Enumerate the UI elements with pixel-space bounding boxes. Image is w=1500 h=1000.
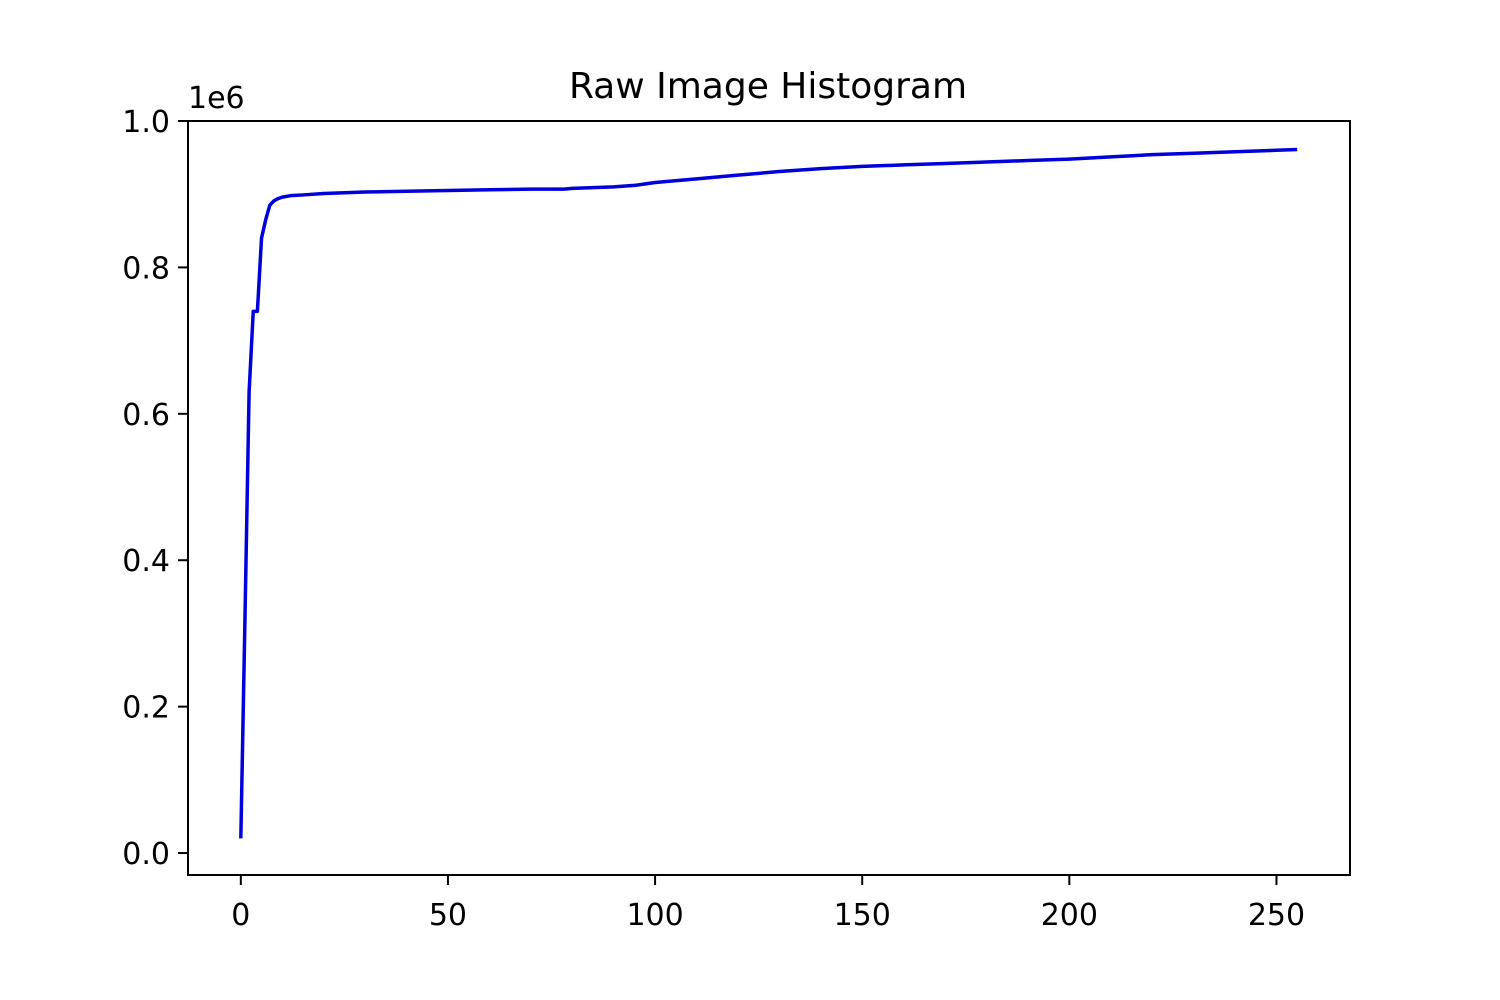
y-tick-label: 0.4 xyxy=(122,544,170,579)
y-tick-label: 0.8 xyxy=(122,251,170,286)
y-tick-label: 0.2 xyxy=(122,691,170,726)
x-tick-label: 250 xyxy=(1248,898,1305,933)
y-axis-offset-label: 1e6 xyxy=(188,81,245,116)
axes-frame xyxy=(187,120,1351,876)
x-tick-label: 50 xyxy=(429,898,467,933)
y-tick-label: 0.6 xyxy=(122,398,170,433)
x-tick-label: 200 xyxy=(1041,898,1098,933)
y-tick-label: 1.0 xyxy=(122,105,170,140)
x-tick-label: 0 xyxy=(231,898,250,933)
series-line-1 xyxy=(239,147,1298,839)
chart-title: Raw Image Histogram xyxy=(569,66,967,107)
y-tick-label: 0.0 xyxy=(122,837,170,872)
x-tick-label: 150 xyxy=(834,898,891,933)
plot-area: 0 50 100 150 200 250 0.0 0.2 0.4 0.6 0.8 1.0 xyxy=(122,105,1351,933)
x-tick-label: 100 xyxy=(626,898,683,933)
